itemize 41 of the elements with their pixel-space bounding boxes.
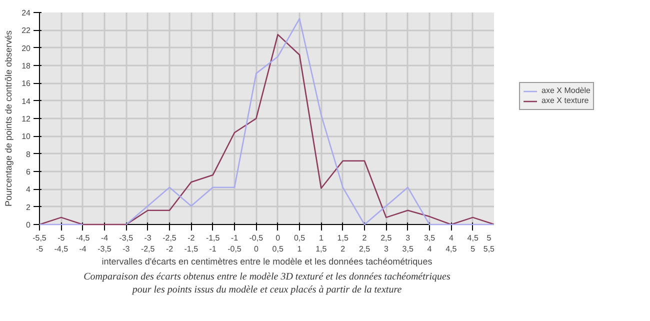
x-tick-label: 1 1,5 [316, 234, 328, 254]
legend-label: axe X Modèle [542, 86, 590, 96]
y-axis-title: Pourcentage de points de contrôle observés [4, 30, 14, 207]
x-tick-label: 5 5,5 [483, 234, 496, 254]
text: Comparaison des écarts obtenus entre le modèle 3D texturé et les données tachéométriques [84, 272, 450, 282]
y-tick-label: 16 [22, 79, 32, 88]
y-tick-label: 22 [22, 26, 32, 36]
y-tick-label: 18 [22, 62, 32, 70]
x-tick-label: 0 0,5 [272, 234, 284, 254]
x-tick-label: 0,5 1 [294, 234, 306, 254]
legend-label: axe X texture [542, 96, 589, 106]
x-tick-label: -1 -0,5 [228, 234, 242, 254]
x-tick-label: -3,5 -3 [119, 234, 134, 254]
x-tick-label: 4 4,5 [446, 234, 458, 254]
x-tick-label: 3 3,5 [402, 234, 414, 254]
y-tick-label: 2 [26, 202, 32, 212]
x-tick-label: -4,5 -4 [76, 234, 90, 254]
y-tick-label: 12 [22, 114, 32, 124]
x-tick-label: -3 -2,5 [140, 234, 156, 254]
x-axis-title: intervalles d'écarts en centimètres entre le modèle et les données tachéométriques [102, 256, 433, 266]
x-tick-label: -0,5 0 [249, 234, 264, 254]
x-tick-label: -4 -3,5 [98, 234, 112, 254]
y-tick-label: 4 [26, 185, 32, 194]
x-tick-label: 2 2,5 [358, 234, 371, 254]
x-tick-label: -1,5 -1 [206, 234, 220, 254]
x-tick-label: -2,5 -2 [162, 234, 177, 254]
x-tick-label: -5,5 -5 [32, 234, 47, 254]
y-tick-label: 20 [22, 44, 32, 53]
x-tick-label: 4,5 5 [467, 234, 479, 254]
x-tick-label: -5 -4,5 [54, 234, 69, 254]
y-tick-label: 8 [26, 150, 32, 159]
y-tick-label: 0 [26, 220, 32, 230]
y-tick-label: 6 [26, 168, 32, 176]
x-tick-label: 1,5 2 [337, 234, 349, 254]
x-tick-label: 2,5 3 [380, 234, 392, 254]
x-tick-label: -2 -1,5 [184, 234, 199, 254]
x-tick-label: 3,5 4 [424, 234, 436, 254]
y-tick-label: 14 [22, 96, 32, 106]
y-tick-label: 10 [22, 132, 32, 142]
y-tick-label: 24 [22, 8, 32, 18]
text: pour les points issus du modèle et ceux placés à partir de la texture [131, 284, 402, 296]
